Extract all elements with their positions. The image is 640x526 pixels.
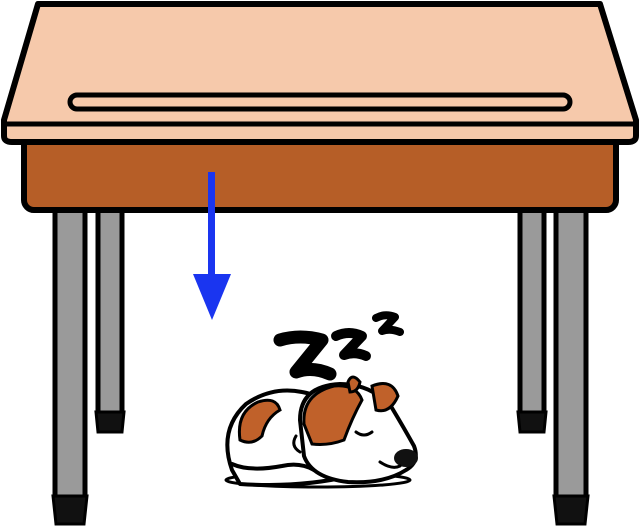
desk-back-left-leg xyxy=(94,205,126,434)
down-arrow-icon xyxy=(193,172,231,320)
sleeping-dog xyxy=(224,375,418,489)
desk-front-left-leg xyxy=(51,201,89,526)
snore-z-medium xyxy=(331,328,371,361)
desk-front-right-leg xyxy=(552,201,590,526)
snore-z-small xyxy=(372,311,404,336)
snore-z-large xyxy=(273,330,337,381)
desk-top xyxy=(1,1,639,145)
nose-icon xyxy=(394,449,418,467)
snore-zzz xyxy=(273,311,404,381)
desk-back-right-leg xyxy=(516,205,548,434)
pencil-groove xyxy=(67,92,573,112)
